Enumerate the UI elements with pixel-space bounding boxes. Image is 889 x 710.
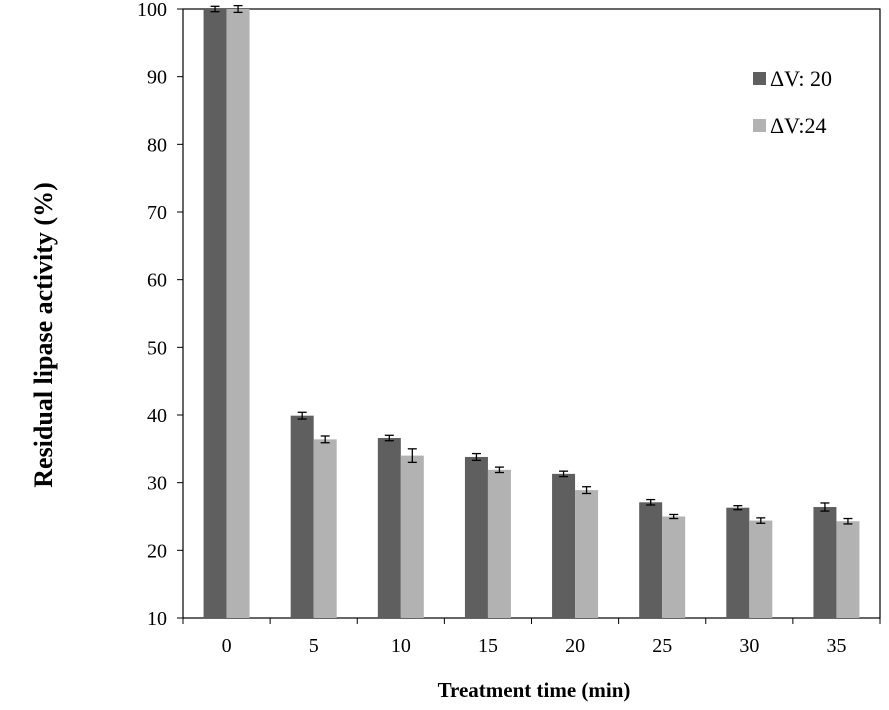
bar <box>662 516 686 618</box>
y-tick-label: 30 <box>147 473 167 495</box>
y-tick-label: 10 <box>147 608 167 630</box>
legend-label: ΔV:24 <box>770 113 827 138</box>
x-tick-label: 25 <box>652 635 672 657</box>
legend: ΔV: 20 ΔV:24 <box>753 66 832 138</box>
bar <box>749 520 773 618</box>
x-tick-label: 20 <box>565 635 585 657</box>
plot-border <box>182 8 881 619</box>
bar <box>836 521 860 618</box>
x-axis-title: Treatment time (min) <box>438 678 631 702</box>
bar <box>313 439 337 618</box>
legend-swatch <box>753 72 766 85</box>
bar <box>203 9 227 618</box>
bar <box>290 415 314 618</box>
bar <box>464 456 488 618</box>
bar <box>552 473 576 618</box>
x-tick-label: 30 <box>739 635 759 657</box>
bar <box>726 507 750 618</box>
y-axis-title: Residual lipase activity (%) <box>29 182 58 488</box>
bar <box>226 9 250 618</box>
bar <box>377 438 401 618</box>
x-tick-label: 10 <box>391 635 411 657</box>
y-tick-label: 20 <box>147 540 167 562</box>
legend-label: ΔV: 20 <box>770 66 832 91</box>
bar <box>400 455 424 618</box>
bar <box>639 502 663 618</box>
y-tick-label: 70 <box>147 202 167 224</box>
legend-swatch <box>753 119 766 132</box>
bar <box>487 469 511 618</box>
y-tick-label: 90 <box>147 67 167 89</box>
bar <box>575 490 599 618</box>
y-tick-label: 50 <box>147 337 167 359</box>
x-tick-label: 5 <box>309 635 319 657</box>
x-tick-label: 15 <box>478 635 498 657</box>
y-tick-label: 80 <box>147 134 167 156</box>
bar <box>813 507 837 618</box>
x-tick-label: 35 <box>826 635 846 657</box>
y-tick-label: 40 <box>147 405 167 427</box>
plot-area: 10 20 30 40 50 60 70 80 90 100 0 5 10 15 20 25 30 35 <box>137 0 881 657</box>
y-tick-label: 60 <box>147 270 167 292</box>
x-tick-label: 0 <box>222 635 232 657</box>
y-tick-label: 100 <box>137 0 167 21</box>
